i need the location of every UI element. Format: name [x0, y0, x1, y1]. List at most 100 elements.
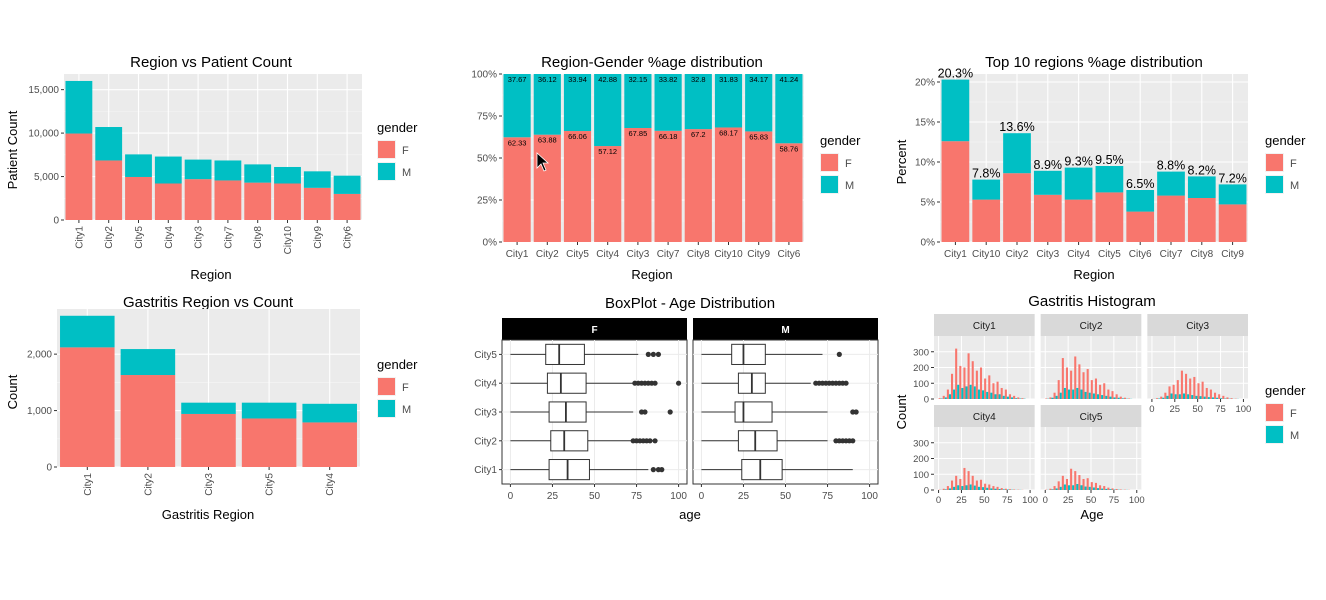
y-tick-label: 100: [913, 470, 929, 481]
y-tick-label: 2,000: [27, 350, 52, 361]
bar-M: [95, 127, 123, 161]
legend-key-F: [1266, 154, 1283, 171]
hist-bar-F: [1000, 387, 1003, 399]
bar-F: [181, 413, 236, 467]
hist-bar-F: [1107, 487, 1110, 490]
hist-bar-M: [986, 487, 989, 490]
box-outlier: [647, 438, 653, 444]
legend-label: F: [402, 382, 409, 394]
hist-bar-M: [1092, 393, 1095, 399]
hist-bar-F: [1214, 392, 1217, 399]
x-tick-label: City5: [566, 249, 589, 260]
hist-bar-M: [982, 390, 985, 399]
bar-F: [95, 160, 123, 220]
hist-bar-F: [1004, 389, 1007, 399]
x-tick-label: City1: [506, 249, 529, 260]
bar-F: [241, 418, 297, 467]
bar-M: [60, 315, 115, 348]
hist-bar-F: [1189, 378, 1192, 399]
data-label: 36.12: [538, 75, 557, 84]
hist-bar-M: [1203, 396, 1206, 399]
legend-title: gender: [377, 357, 418, 372]
hist-bar-F: [996, 486, 999, 490]
hist-bar-M: [1096, 394, 1100, 399]
hist-bar-M: [1195, 395, 1198, 399]
x-tick-label: City8: [687, 249, 710, 260]
bar-M: [775, 74, 803, 144]
box-body: [734, 401, 773, 423]
y-tick-label: 25%: [477, 196, 497, 207]
legend-label: M: [845, 180, 854, 192]
bar-M: [624, 74, 652, 129]
box-body: [737, 430, 778, 452]
y-tick-label: 0: [46, 463, 52, 474]
bar-F: [745, 131, 773, 242]
hist-bar-F: [959, 478, 962, 490]
y-tick-label: City5: [474, 350, 497, 361]
y-tick-label: City1: [474, 465, 497, 476]
x-tick-label: City6: [343, 226, 354, 249]
x-tick-label: City1: [74, 226, 85, 249]
box-outlier: [659, 467, 665, 473]
y-tick-label: 100%: [471, 70, 497, 81]
y-tick-label: 20%: [915, 78, 935, 89]
x-tick-label: City7: [223, 226, 234, 249]
chart-title: Gastritis Region vs Count: [123, 294, 294, 311]
hist-bar-F: [988, 375, 991, 399]
hist-bar-F: [1172, 384, 1175, 399]
hist-bar-F: [1111, 391, 1114, 399]
bar-F: [624, 128, 652, 242]
hist-bar-F: [959, 365, 962, 399]
hist-bar-M: [957, 485, 960, 490]
bar-M: [241, 402, 297, 419]
bar-F: [120, 375, 176, 467]
bar-M: [1157, 171, 1185, 196]
x-axis-label: Region: [190, 267, 231, 282]
hist-bar-M: [1182, 393, 1186, 399]
x-axis-label: Region: [631, 267, 672, 282]
y-tick-label: 15,000: [28, 85, 59, 96]
x-tick-label: City8: [1190, 249, 1213, 260]
hist-bar-M: [1211, 397, 1215, 399]
data-label: 33.94: [568, 75, 587, 84]
x-tick-label: City9: [747, 249, 770, 260]
hist-bar-F: [1123, 397, 1126, 399]
hist-bar-M: [977, 389, 980, 399]
hist-bar-M: [1055, 395, 1058, 399]
x-tick-label: City6: [778, 249, 801, 260]
x-tick-label: City4: [164, 226, 175, 249]
hist-bar-F: [938, 398, 941, 399]
x-tick-label: 0: [699, 491, 705, 502]
legend-label: F: [1290, 408, 1297, 420]
chart-title: Region-Gender %age distribution: [541, 54, 763, 71]
legend-title: gender: [377, 120, 418, 135]
bar-M: [1187, 176, 1216, 198]
data-label: 31.83: [719, 75, 738, 84]
hist-bar-M: [1084, 391, 1087, 399]
hist-bar-M: [953, 486, 956, 490]
hist-bar-F: [1086, 369, 1089, 399]
bar-M: [745, 74, 773, 132]
x-tick-label: City7: [657, 249, 680, 260]
hist-bar-M: [1051, 489, 1054, 490]
hist-bar-F: [1070, 468, 1073, 490]
bar-F: [1157, 195, 1185, 242]
x-tick-label: City1: [944, 249, 967, 260]
hist-bar-M: [969, 384, 972, 399]
hist-bar-F: [1168, 386, 1171, 399]
hist-bar-M: [1059, 486, 1062, 490]
hist-bar-M: [1092, 487, 1095, 490]
hist-bar-F: [963, 467, 966, 490]
bar-M: [654, 74, 682, 131]
hist-bar-M: [1162, 397, 1165, 399]
arrow-pointer-icon: [536, 152, 550, 172]
hist-bar-F: [1180, 370, 1183, 399]
x-tick-label: 100: [1022, 495, 1038, 506]
x-tick-label: City2: [536, 249, 559, 260]
chart-title: BoxPlot - Age Distribution: [605, 295, 775, 312]
legend-label: F: [402, 145, 409, 157]
facet-strip: [934, 405, 1035, 427]
legend-label: F: [1290, 158, 1297, 170]
hist-bar-F: [1078, 364, 1081, 399]
box-outlier: [667, 409, 673, 415]
